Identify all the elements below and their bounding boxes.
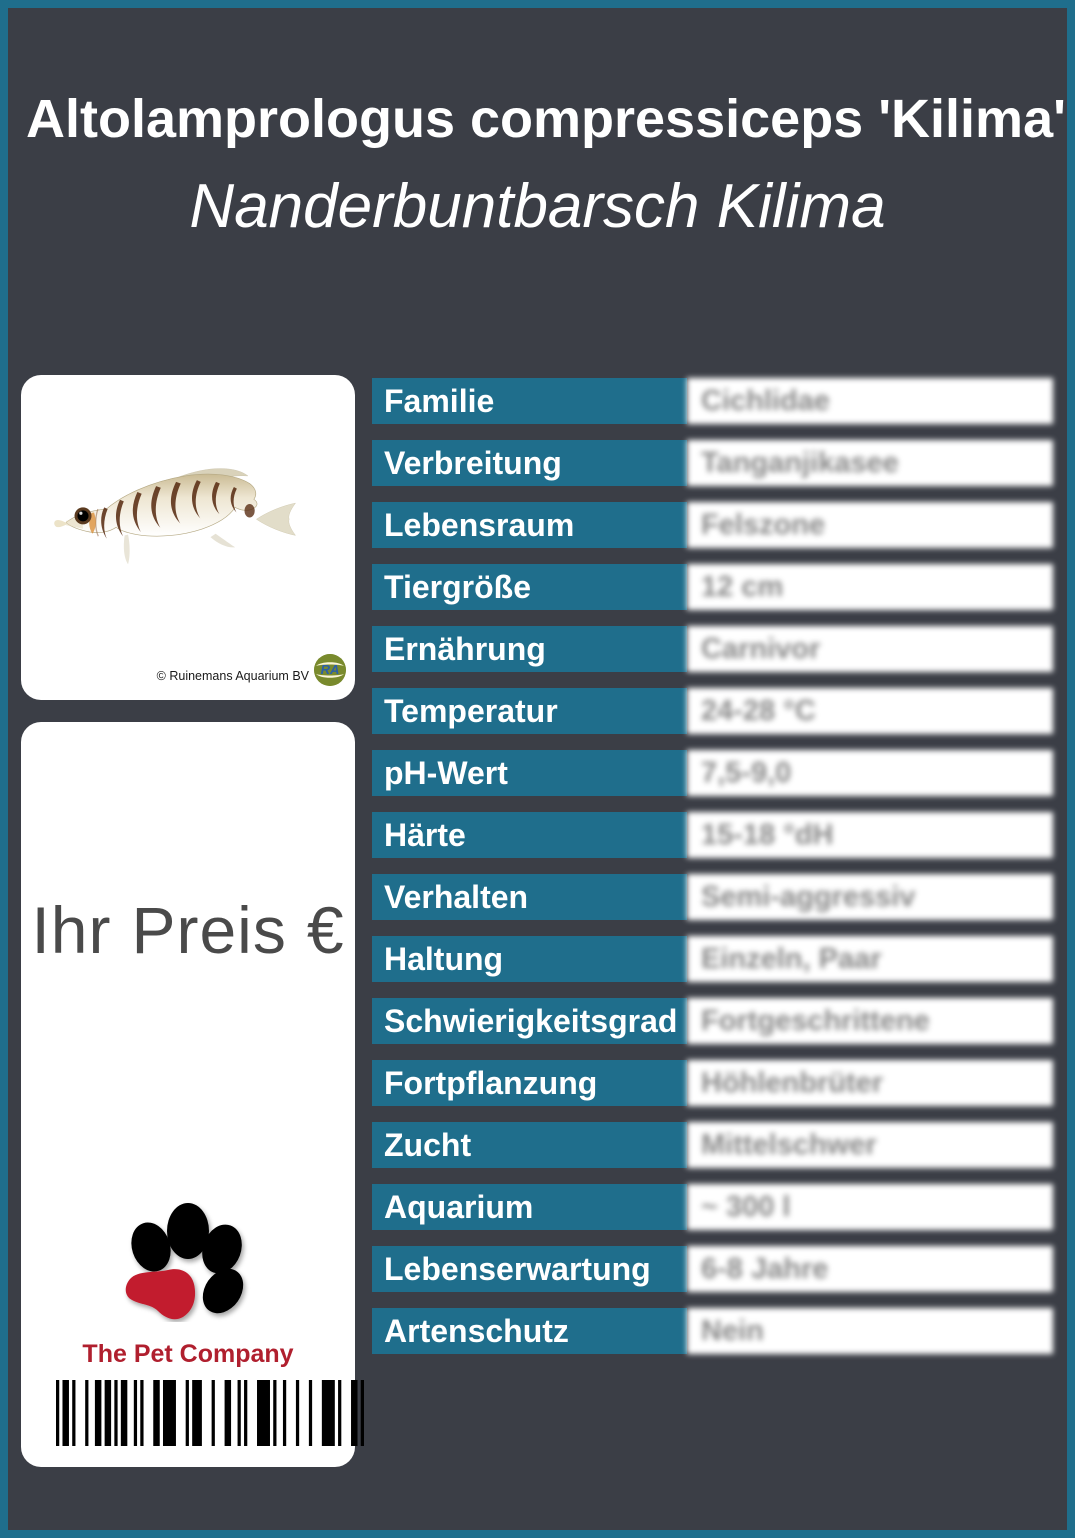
svg-text:RA: RA: [321, 662, 340, 677]
